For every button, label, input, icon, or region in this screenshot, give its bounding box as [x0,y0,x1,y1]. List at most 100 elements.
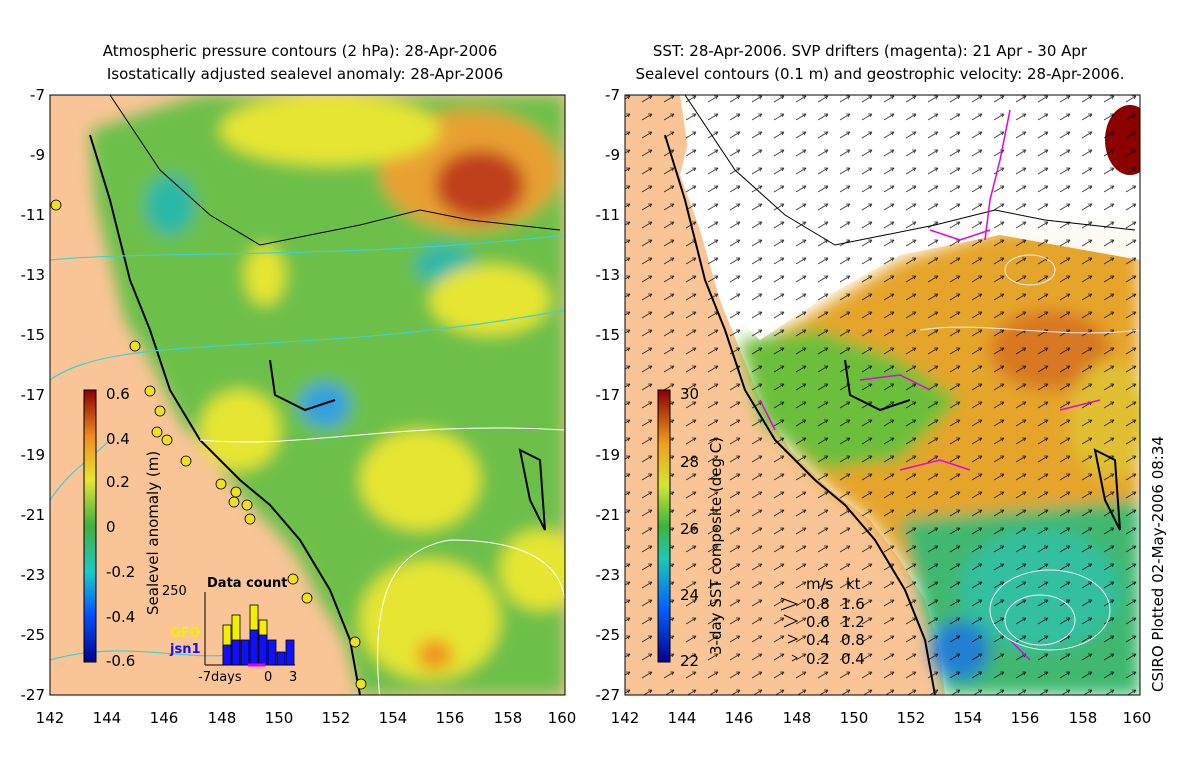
sla-colorbar-label: Sealevel anomaly (m) [144,451,162,615]
x-tick: 146 [150,709,179,727]
arrow-scale-icon [783,614,799,628]
sst-colorbar-label: 3-day SST composite (deg C) [707,437,725,655]
arrow-scale-icon [791,654,798,662]
x-tick: 160 [1123,709,1152,727]
legend-kt: 0.8 [841,631,865,649]
x-tick: 156 [1011,709,1040,727]
inset-title: Data count [207,576,287,591]
legend-header-kt: kt [846,575,861,593]
sla-tick: 0.2 [106,473,130,491]
y-tick: -9 [30,146,45,164]
y-tick: -15 [596,326,621,344]
sst-tick: 30 [680,385,699,403]
inset-xlabel: -7days [198,670,242,685]
sst-tick: 22 [680,652,699,670]
y-tick: -11 [596,206,621,224]
right-title-line1: SST: 28-Apr-2006. SVP drifters (magenta)… [653,42,1088,60]
x-tick: 148 [783,709,812,727]
x-tick: 154 [954,709,983,727]
right-map-frame [624,94,1141,696]
y-tick: -19 [596,446,621,464]
geostrophic-velocity-arrows [625,95,1140,695]
x-tick: 152 [897,709,926,727]
inset-series-jsn1: jsn1 [169,642,201,657]
coastline [664,95,1136,695]
y-tick: -23 [21,566,46,584]
right-map [625,95,1140,695]
x-tick: 146 [725,709,754,727]
legend-kt: 1.6 [841,595,865,613]
right-y-axis: -7 -9 -11 -13 -15 -17 -19 -21 -23 -25 -2… [596,86,621,704]
sla-tick: -0.6 [106,652,135,670]
left-title-line2: Isostatically adjusted sealevel anomaly:… [107,65,503,83]
left-x-axis: 142 144 146 148 150 152 154 156 158 160 [36,709,577,727]
sst-tick: 28 [680,453,699,471]
left-map-frame [49,94,566,696]
y-tick: -7 [30,86,45,104]
arrow-scale-icon [787,634,799,644]
x-tick: 154 [379,709,408,727]
right-x-axis: 142 144 146 148 150 152 154 156 158 160 [611,709,1152,727]
sst-tick: 26 [680,520,699,538]
x-tick: 150 [265,709,294,727]
inset-xlabel: 3 [289,670,297,685]
sla-tick: 0.6 [106,385,130,403]
tide-gauge-markers [50,199,367,690]
y-tick: -21 [21,506,46,524]
x-tick: 144 [668,709,697,727]
legend-kt: 0.4 [841,650,865,668]
sst-colorbar-ticks: 30 28 26 24 22 [680,385,699,670]
sealevel-contours [919,254,1140,651]
data-count-inset: Data count 250 GFO jsn1 -7days 0 3 [162,576,297,685]
velocity-legend: m/s kt 0.8 1.6 0.6 1.2 0.4 0.8 0.2 0.4 [780,575,865,668]
svp-drifter-tracks [759,109,1101,661]
left-map [50,95,565,695]
arrow-scale-icon [780,597,799,611]
y-tick: -7 [605,86,620,104]
y-tick: -21 [596,506,621,524]
x-tick: 142 [611,709,640,727]
y-tick: -25 [21,626,46,644]
pressure-contours [50,234,565,661]
legend-ms: 0.2 [806,650,830,668]
inset-xlabel: 0 [264,670,272,685]
y-tick: -27 [596,686,621,704]
x-tick: 148 [208,709,237,727]
legend-ms: 0.4 [806,631,830,649]
x-tick: 144 [93,709,122,727]
sla-colorbar-ticks: 0.6 0.4 0.2 0 -0.2 -0.4 -0.6 [106,385,135,670]
sla-tick: -0.2 [106,563,135,581]
sla-tick: 0.4 [106,430,130,448]
legend-ms: 0.6 [806,613,830,631]
y-tick: -13 [596,266,621,284]
credit-text: CSIRO Plotted 02-May-2006 08:34 [1149,436,1167,692]
y-tick: -15 [21,326,46,344]
y-tick: -23 [596,566,621,584]
y-tick: -17 [596,386,621,404]
y-tick: -11 [21,206,46,224]
x-tick: 152 [322,709,351,727]
y-tick: -9 [605,146,620,164]
x-tick: 142 [36,709,65,727]
sla-tick: 0 [106,518,116,536]
y-tick: -25 [596,626,621,644]
y-tick: -13 [21,266,46,284]
sst-tick: 24 [680,586,699,604]
y-tick: -27 [21,686,46,704]
x-tick: 158 [494,709,523,727]
x-tick: 158 [1069,709,1098,727]
sla-tick: -0.4 [106,608,135,626]
x-tick: 160 [548,709,577,727]
inset-series-gfo: GFO [170,626,201,641]
right-title-line2: Sealevel contours (0.1 m) and geostrophi… [635,65,1124,83]
legend-ms: 0.8 [806,595,830,613]
coastline [89,95,561,695]
left-y-axis: -7 -9 -11 -13 -15 -17 -19 -21 -23 -25 -2… [21,86,46,704]
sealevel-contours-white [199,427,565,695]
y-tick: -17 [21,386,46,404]
sla-colorbar [83,389,97,663]
inset-bars [222,604,295,666]
inset-ymax: 250 [162,584,187,599]
y-tick: -19 [21,446,46,464]
